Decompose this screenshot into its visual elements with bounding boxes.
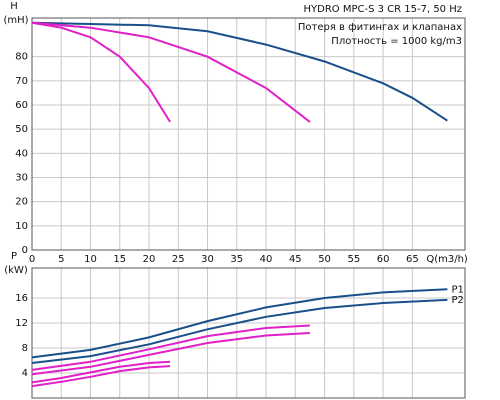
x-tick-label: 5 [58,254,64,265]
series-line [31,288,448,359]
series-label: P1 [451,284,463,295]
annotation: Плотность = 1000 kg/m3 [331,36,462,47]
y-tick-label: 40 [15,148,28,159]
y-tick-label: 80 [15,52,28,63]
y-tick-label: 16 [15,293,28,304]
series-line [31,360,171,384]
y-axis-label: P [11,251,17,262]
y-tick-label: 4 [22,368,28,379]
series-line [31,298,448,364]
y-tick-label: 10 [15,221,28,232]
x-tick-label: 55 [347,254,360,265]
y-tick-label: 50 [15,124,28,135]
x-tick-label: 40 [260,254,273,265]
plot-frame [31,17,466,251]
x-tick-label: 25 [172,254,185,265]
y-tick-label: 30 [15,173,28,184]
series-line [31,21,311,123]
y-tick-label: 60 [15,100,28,111]
x-tick-label: 65 [406,254,419,265]
plot-area [32,268,465,398]
series-line [31,324,310,371]
y-tick-label: 20 [15,197,28,208]
y-axis-label: H [10,1,18,12]
series-line [31,365,171,388]
y-axis-unit: (mH) [3,15,28,26]
x-tick-label: 60 [377,254,390,265]
series-line [31,21,171,123]
x-tick-label: 20 [143,254,156,265]
y-tick-label: 8 [22,343,28,354]
plot-frame [31,267,466,399]
annotation: Потеря в фитингах и клапанах [298,22,462,33]
x-tick-label: 0 [29,254,35,265]
x-tick-label: 10 [84,254,97,265]
x-tick-label: 45 [289,254,302,265]
plot-area [32,18,465,250]
series-line [31,21,448,122]
series-label: P2 [451,295,463,306]
x-tick-label: 30 [201,254,214,265]
x-axis-label: Q(m3/h) [426,254,468,265]
x-tick-label: 50 [318,254,331,265]
y-tick-label: 0 [22,245,28,256]
y-tick-label: 70 [15,76,28,87]
series-line [31,332,310,376]
y-axis-unit: (kW) [4,265,28,276]
y-tick-label: 12 [15,318,28,329]
x-tick-label: 35 [230,254,243,265]
x-tick-label: 15 [113,254,126,265]
annotation: HYDRO MPC-S 3 CR 15-7, 50 Hz [304,4,462,15]
